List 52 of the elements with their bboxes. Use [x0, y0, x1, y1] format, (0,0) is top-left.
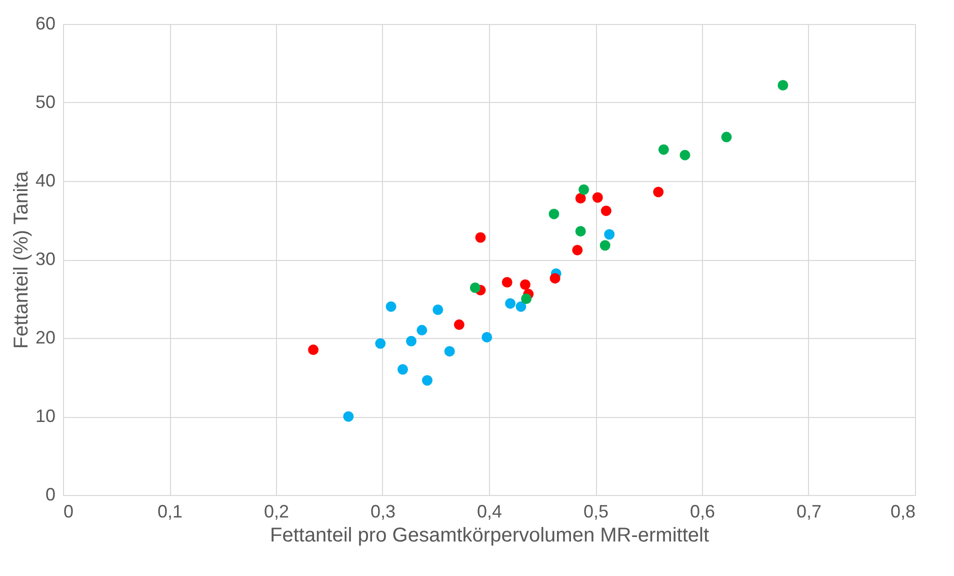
- point: [343, 411, 354, 422]
- point: [521, 294, 532, 304]
- point: [575, 226, 586, 236]
- point: [308, 344, 319, 356]
- point: [516, 301, 526, 312]
- point: [592, 192, 603, 203]
- point: [578, 184, 590, 195]
- x-tick-label: 0: [64, 502, 74, 522]
- x-tick-label: 0,1: [157, 502, 183, 522]
- y-axis-title: Fettanteil (%) Tanita: [10, 170, 32, 349]
- point: [505, 298, 516, 309]
- point: [422, 375, 432, 386]
- x-tick-label: 0,7: [796, 502, 822, 522]
- point: [600, 206, 612, 216]
- point: [432, 304, 444, 315]
- point: [470, 282, 480, 293]
- point: [444, 346, 455, 357]
- point: [604, 229, 615, 240]
- x-tick-label: 0,2: [264, 502, 290, 522]
- y-tick-label: 20: [35, 328, 56, 348]
- y-tick-label: 30: [35, 249, 56, 269]
- point: [575, 193, 586, 204]
- point: [397, 364, 408, 375]
- y-tick-label: 60: [35, 14, 56, 34]
- point: [375, 338, 386, 349]
- point: [778, 80, 788, 90]
- point: [658, 144, 669, 155]
- point: [548, 208, 560, 220]
- point: [482, 332, 492, 342]
- point: [550, 273, 560, 284]
- point: [680, 150, 690, 160]
- point: [600, 240, 610, 251]
- y-tick-label: 0: [45, 484, 56, 504]
- point: [406, 336, 416, 346]
- x-tick-label: 0,5: [583, 502, 609, 522]
- y-tick-label: 10: [35, 406, 56, 426]
- x-tick-label: 0,3: [370, 502, 396, 522]
- point: [386, 301, 396, 312]
- x-tick-label: 0,6: [690, 502, 716, 522]
- point: [416, 324, 428, 336]
- point: [502, 277, 512, 288]
- point: [653, 186, 664, 198]
- x-axis-title: Fettanteil pro Gesamtkörpervolumen MR-ermittelt: [270, 524, 710, 546]
- point: [572, 244, 583, 256]
- point: [520, 279, 530, 290]
- point: [721, 132, 732, 142]
- y-tick-label: 50: [35, 92, 56, 112]
- x-tick-label: 0,4: [476, 502, 502, 522]
- point: [475, 232, 486, 243]
- y-tick-label: 40: [35, 170, 56, 190]
- x-tick-label: 0,8: [890, 502, 916, 522]
- point: [454, 319, 464, 330]
